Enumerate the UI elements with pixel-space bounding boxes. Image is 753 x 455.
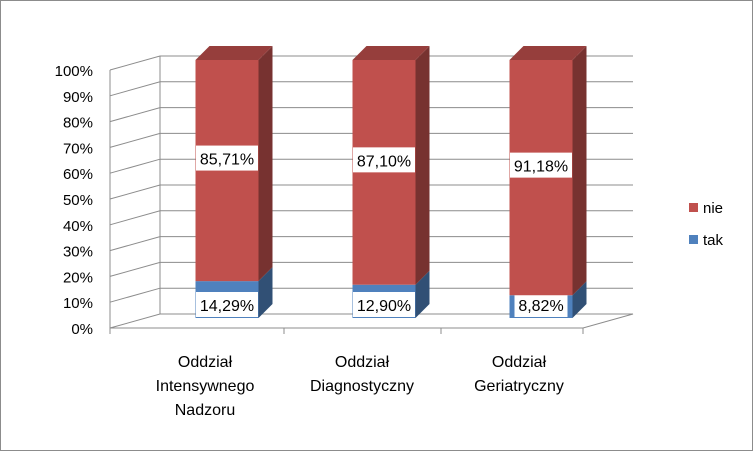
x-category-label: Nadzoru xyxy=(175,402,235,419)
data-label-bg xyxy=(510,152,572,178)
data-label-nie: 87,10% xyxy=(357,153,411,170)
y-tick-label: 0% xyxy=(71,321,93,338)
bar-nie-top xyxy=(195,46,273,60)
data-label-bg xyxy=(353,292,415,317)
data-label-tak: 8,82% xyxy=(518,298,563,315)
x-category-label: Geriatryczny xyxy=(474,378,564,395)
bar-tak-side xyxy=(258,267,273,318)
bar-nie-side xyxy=(572,46,587,296)
bar-nie-side xyxy=(415,46,430,285)
bar-nie-top xyxy=(352,46,430,60)
x-category-label: Oddział xyxy=(335,354,390,371)
data-label-tak: 14,29% xyxy=(200,298,254,315)
data-label-bg xyxy=(196,145,258,171)
x-category-label: Oddział xyxy=(492,354,547,371)
floor-outline xyxy=(109,313,634,329)
y-tick-label: 40% xyxy=(63,218,93,235)
bar-tak-side xyxy=(415,270,430,318)
gridline xyxy=(109,184,633,200)
data-label-bg xyxy=(514,292,568,317)
y-tick-label: 60% xyxy=(63,166,93,183)
gridline xyxy=(109,107,633,123)
y-tick-label: 30% xyxy=(63,244,93,261)
data-label-nie: 91,18% xyxy=(514,159,568,176)
x-category-label: Intensywnego xyxy=(156,378,255,395)
legend-label-nie: nie xyxy=(703,200,723,217)
y-tick-label: 90% xyxy=(63,89,93,106)
bar-tak-side xyxy=(572,281,587,318)
data-label-bg xyxy=(353,147,415,173)
bar-nie-top xyxy=(509,46,587,60)
y-tick-label: 50% xyxy=(63,192,93,209)
y-tick-label: 80% xyxy=(63,115,93,132)
data-label-nie: 85,71% xyxy=(200,152,254,169)
gridline xyxy=(109,287,633,303)
bar-nie-front xyxy=(352,60,416,285)
legend-swatch-tak xyxy=(689,235,698,244)
gridline xyxy=(109,236,633,252)
gridline xyxy=(109,132,633,148)
y-tick-label: 10% xyxy=(63,295,93,312)
x-category-label: Diagnostyczny xyxy=(310,378,414,395)
gridline xyxy=(109,261,633,277)
legend-swatch-nie xyxy=(689,203,698,212)
gridline xyxy=(109,210,633,226)
y-tick-label: 100% xyxy=(55,63,93,80)
x-category-label: Oddział xyxy=(178,354,233,371)
y-tick-label: 20% xyxy=(63,269,93,286)
gridline xyxy=(109,55,633,71)
data-label-tak: 12,90% xyxy=(357,298,411,315)
data-label-bg xyxy=(196,292,258,317)
y-tick-label: 70% xyxy=(63,140,93,157)
legend-label-tak: tak xyxy=(703,232,724,249)
gridline xyxy=(109,158,633,174)
gridline xyxy=(109,81,633,97)
bar-nie-side xyxy=(258,46,273,282)
